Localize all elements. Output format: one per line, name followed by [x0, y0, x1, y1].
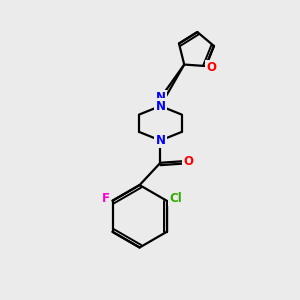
Text: O: O: [183, 155, 193, 168]
Text: N: N: [155, 92, 165, 104]
Text: N: N: [155, 100, 165, 112]
Text: Cl: Cl: [169, 192, 182, 205]
Text: N: N: [155, 134, 165, 147]
Text: O: O: [206, 61, 216, 74]
Text: F: F: [102, 192, 110, 205]
